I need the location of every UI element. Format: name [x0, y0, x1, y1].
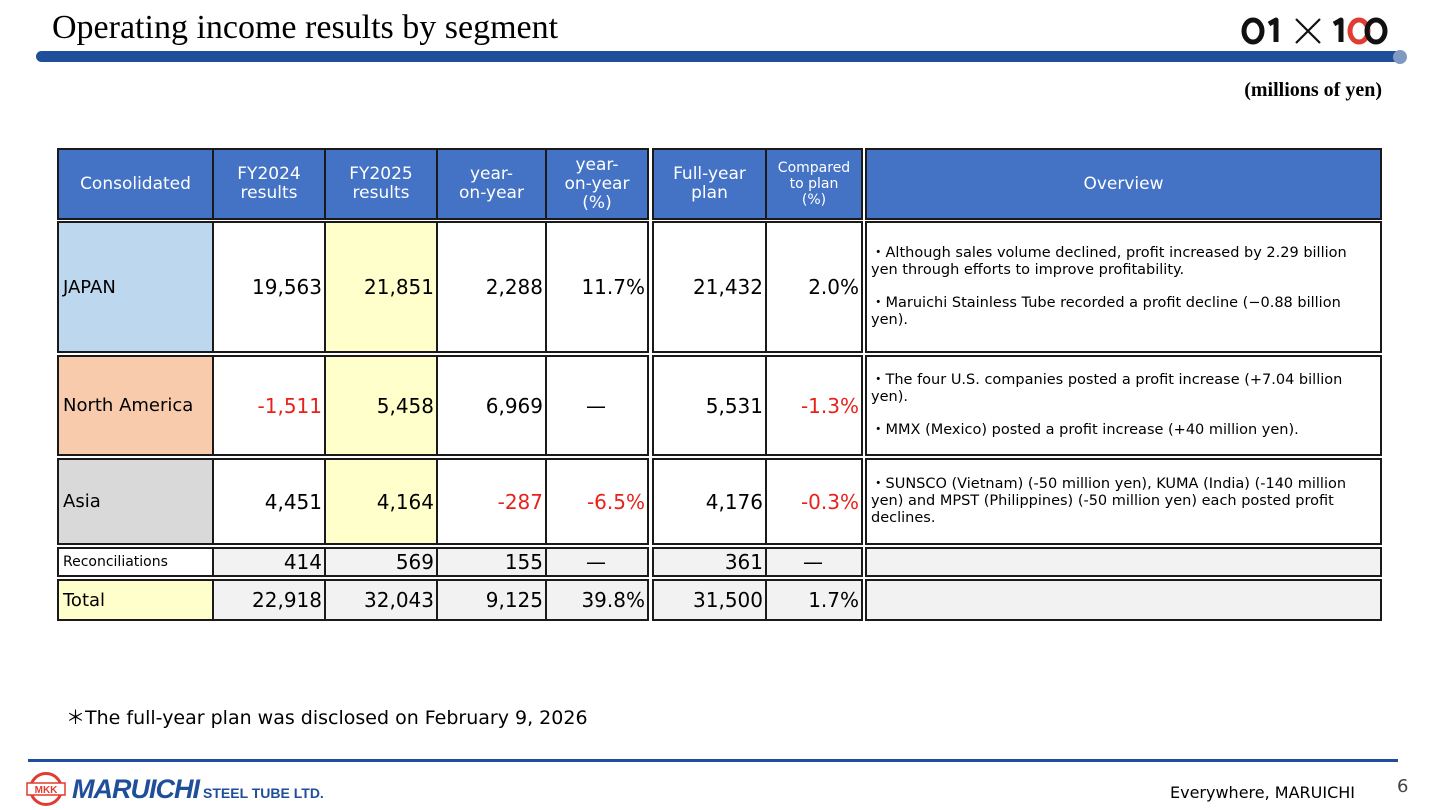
na-fy2025: 5,458 [324, 355, 438, 456]
header-consolidated: Consolidated [57, 148, 214, 220]
recon-yoy-pct: — [545, 547, 649, 577]
segment-label-total: Total [57, 579, 214, 621]
overview-line: ・Maruichi Stainless Tube recorded a prof… [871, 295, 1341, 328]
recon-vs-plan: — [765, 547, 863, 577]
footer-brand: MKK MARUICHI STEEL TUBE LTD. [26, 772, 324, 806]
asia-fy2024: 4,451 [212, 458, 326, 545]
japan-plan: 21,432 [652, 221, 767, 353]
recon-overview [865, 547, 1382, 577]
total-plan: 31,500 [652, 579, 767, 621]
segment-label-japan: JAPAN [57, 221, 214, 353]
total-yoy: 9,125 [436, 579, 547, 621]
na-yoy: 6,969 [436, 355, 547, 456]
header-overview: Overview [865, 148, 1382, 220]
segment-label-north-america: North America [57, 355, 214, 456]
recon-yoy: 155 [436, 547, 547, 577]
segment-label-asia: Asia [57, 458, 214, 545]
japan-vs-plan: 2.0% [765, 221, 863, 353]
na-vs-plan: -1.3% [765, 355, 863, 456]
japan-overview: ・Although sales volume declined, profit … [865, 221, 1382, 353]
brand-subtitle: STEEL TUBE LTD. [203, 785, 324, 801]
header-bar-dot [1393, 50, 1407, 64]
total-vs-plan: 1.7% [765, 579, 863, 621]
units-label: (millions of yen) [1244, 79, 1382, 101]
asia-fy2025: 4,164 [324, 458, 438, 545]
japan-yoy: 2,288 [436, 221, 547, 353]
japan-fy2024: 19,563 [212, 221, 326, 353]
na-overview: ・The four U.S. companies posted a profit… [865, 355, 1382, 456]
overview-line: ・Although sales volume declined, profit … [871, 245, 1347, 278]
page-title: Operating income results by segment [52, 9, 559, 46]
footnote: ＊The full-year plan was disclosed on Feb… [66, 707, 588, 729]
total-overview [865, 579, 1382, 621]
japan-yoy-pct: 11.7% [545, 221, 649, 353]
japan-fy2025: 21,851 [324, 221, 438, 353]
footer-bar [28, 759, 1398, 762]
recon-fy2025: 569 [324, 547, 438, 577]
na-fy2024: -1,511 [212, 355, 326, 456]
slogan: Everywhere, MARUICHI [1170, 783, 1355, 802]
header-fy2024: FY2024 results [212, 148, 326, 220]
recon-fy2024: 414 [212, 547, 326, 577]
page-number: 6 [1397, 776, 1409, 797]
brand-name: MARUICHI [72, 773, 200, 804]
mkk-emblem-icon: MKK [26, 772, 66, 806]
total-fy2025: 32,043 [324, 579, 438, 621]
overview-line: ・SUNSCO (Vietnam) (-50 million yen), KUM… [871, 476, 1347, 526]
asia-vs-plan: -0.3% [765, 458, 863, 545]
na-plan: 5,531 [652, 355, 767, 456]
overview-line: ・MMX (Mexico) posted a profit increase (… [871, 422, 1299, 438]
header-yoy: year- on-year [436, 148, 547, 220]
header-plan: Full-year plan [652, 148, 767, 220]
total-yoy-pct: 39.8% [545, 579, 649, 621]
asia-yoy-pct: -6.5% [545, 458, 649, 545]
overview-line: ・The four U.S. companies posted a profit… [871, 372, 1343, 405]
total-fy2024: 22,918 [212, 579, 326, 621]
header-yoy-pct: year- on-year (%) [545, 148, 649, 220]
asia-yoy: -287 [436, 458, 547, 545]
na-yoy-pct: — [545, 355, 649, 456]
asia-overview: ・SUNSCO (Vietnam) (-50 million yen), KUM… [865, 458, 1382, 545]
header-vs-plan: Compared to plan (%) [765, 148, 863, 220]
segment-label-reconciliations: Reconciliations [57, 547, 214, 577]
recon-plan: 361 [652, 547, 767, 577]
asia-plan: 4,176 [652, 458, 767, 545]
svg-text:MKK: MKK [35, 785, 59, 796]
header-bar [36, 51, 1398, 62]
company-logo [1241, 17, 1388, 45]
header-fy2025: FY2025 results [324, 148, 438, 220]
